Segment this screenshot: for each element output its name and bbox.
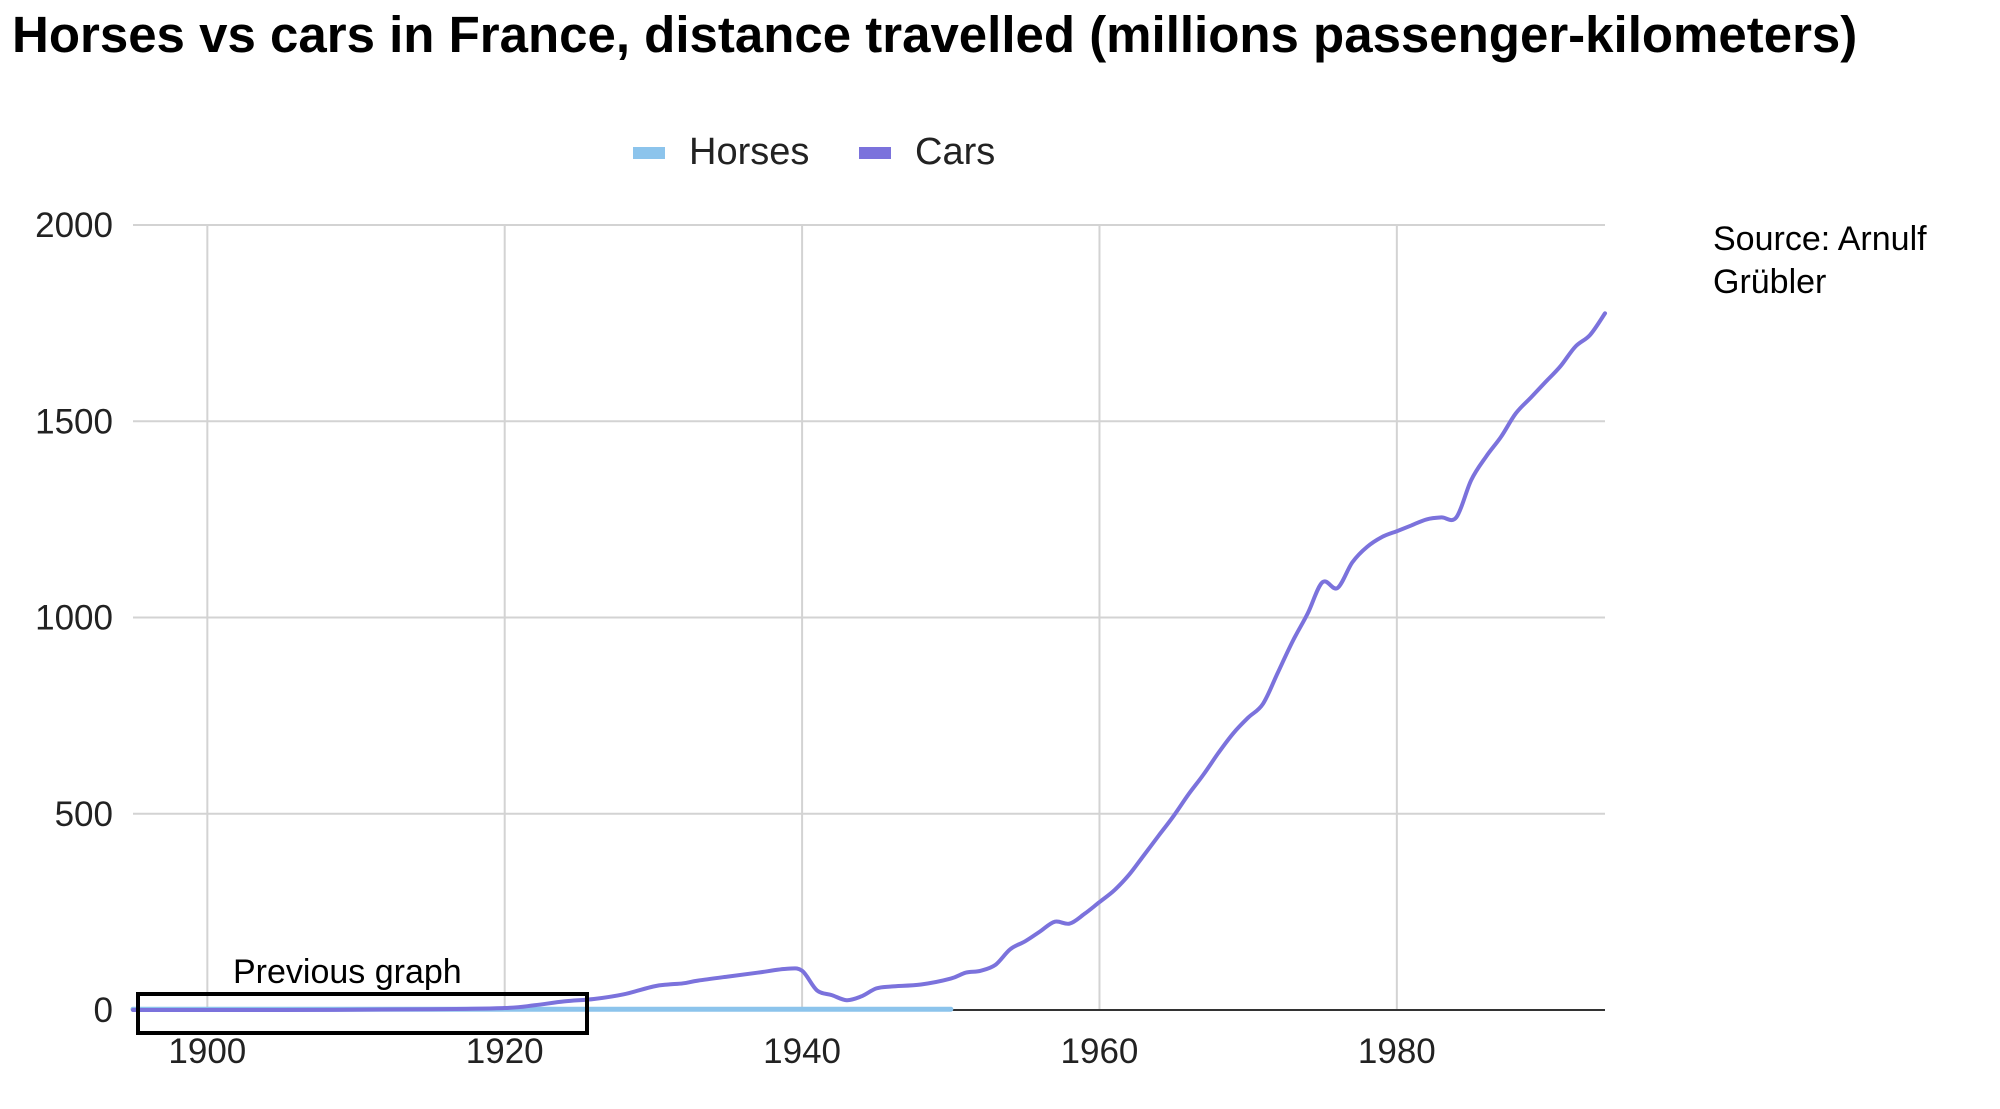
y-tick-label: 1500 [35,402,113,441]
y-tick-label: 0 [94,991,113,1030]
legend-swatch-horses [633,147,665,159]
x-tick-label: 1920 [466,1032,544,1071]
x-tick-label: 1900 [168,1032,246,1071]
gridlines [133,224,1605,1011]
x-tick-label: 1940 [763,1032,841,1071]
x-tick-label: 1980 [1358,1032,1436,1071]
legend-swatch-cars [859,147,891,159]
series-line-cars [131,311,1607,1013]
axis-ticks: 0 500 1000 1500 2000 1900 1920 1940 1960 1980 [35,206,1436,1071]
x-tick-label: 1960 [1061,1032,1139,1071]
y-tick-label: 1000 [35,599,113,638]
legend-label-horses: Horses [689,131,809,173]
chart-title: Horses vs cars in France, distance trave… [12,6,1857,63]
y-tick-label: 500 [55,795,113,834]
source-line-1: Source: Arnulf [1713,220,1927,258]
legend: Horses Cars [633,131,995,173]
previous-graph-label: Previous graph [233,953,462,991]
legend-label-cars: Cars [915,131,995,173]
series-layer [130,311,1607,1013]
previous-graph-box [136,992,589,1035]
source-line-2: Grübler [1713,263,1826,301]
y-tick-label: 2000 [35,206,113,245]
